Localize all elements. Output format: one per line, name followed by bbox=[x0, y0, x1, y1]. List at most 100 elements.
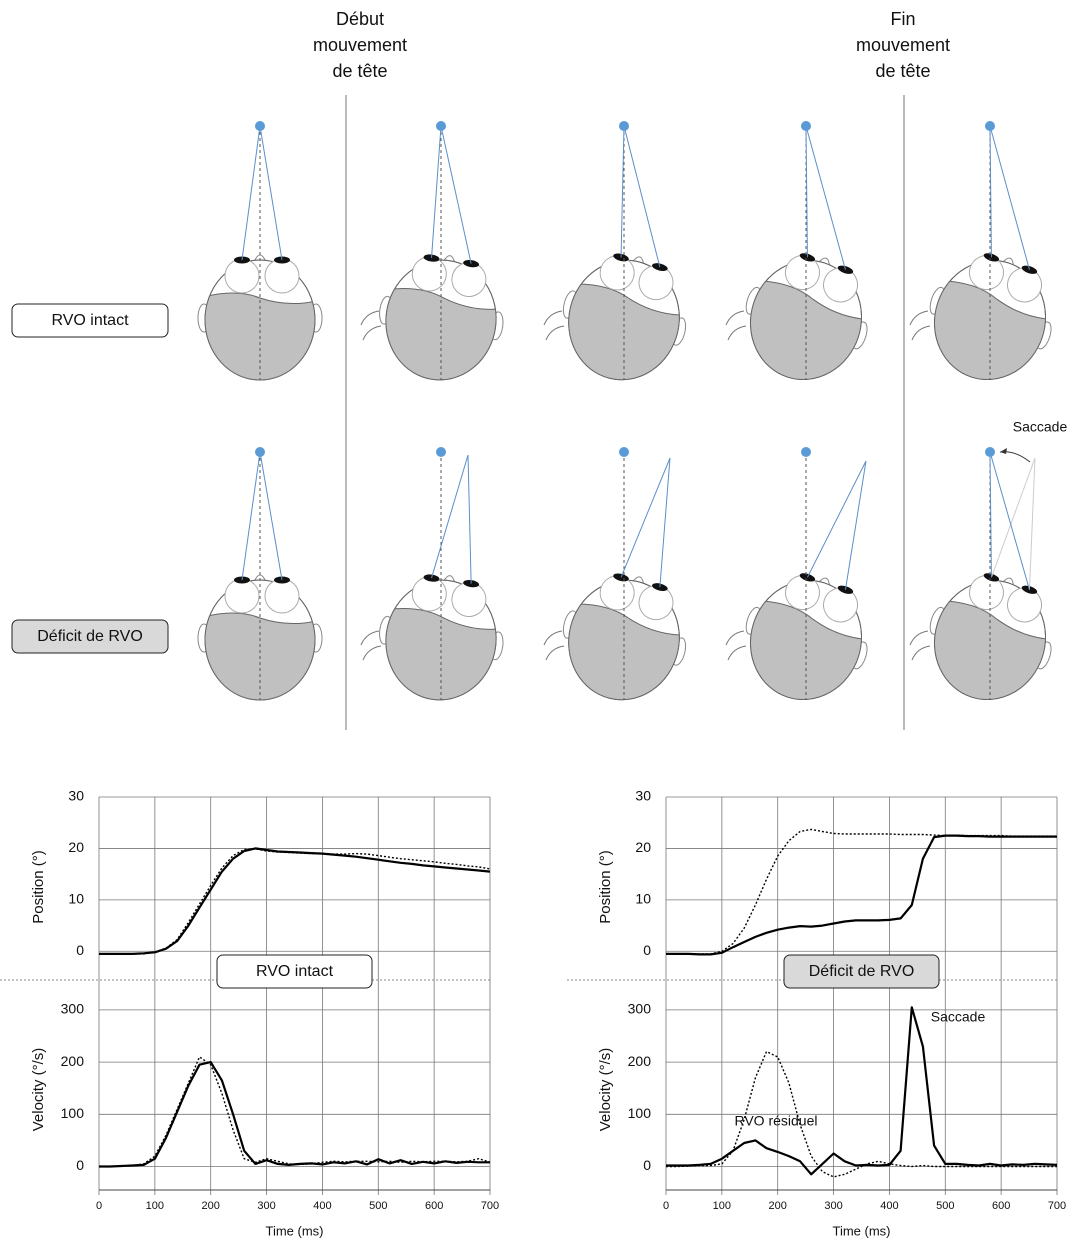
head bbox=[197, 574, 323, 701]
label-box bbox=[216, 954, 373, 989]
gaze bbox=[989, 451, 992, 578]
column-header: de tête bbox=[875, 61, 930, 81]
column-header: de tête bbox=[332, 61, 387, 81]
gaze bbox=[805, 125, 846, 270]
y-tick-label: 0 bbox=[76, 1157, 84, 1173]
x-tick-label: 600 bbox=[425, 1200, 443, 1212]
target bbox=[619, 447, 629, 457]
gaze bbox=[440, 125, 472, 264]
head bbox=[197, 254, 323, 381]
gaze bbox=[241, 451, 261, 581]
gaze bbox=[259, 125, 283, 261]
y-tick-label: 100 bbox=[61, 1105, 85, 1121]
scalp bbox=[205, 612, 315, 700]
target bbox=[255, 447, 265, 457]
x-tick-label: 500 bbox=[936, 1200, 954, 1212]
skull-outline bbox=[750, 259, 862, 381]
x-tick-label: 200 bbox=[769, 1200, 787, 1212]
row-label: RVO intact bbox=[51, 312, 129, 329]
scalp bbox=[205, 292, 315, 380]
row-label-box bbox=[11, 303, 169, 338]
column-header: Fin bbox=[890, 9, 915, 29]
x-tick-label: 100 bbox=[146, 1200, 164, 1212]
target bbox=[801, 447, 811, 457]
gaze bbox=[431, 125, 442, 259]
y-tick-label: 300 bbox=[61, 1001, 85, 1017]
hair bbox=[725, 630, 747, 661]
series-line bbox=[666, 1050, 1057, 1178]
column-header: mouvement bbox=[856, 35, 950, 55]
series-line bbox=[99, 1056, 491, 1168]
x-tick-label: 400 bbox=[313, 1200, 331, 1212]
y-axis-title: Position (°) bbox=[30, 850, 47, 924]
gaze bbox=[620, 457, 671, 578]
y-tick-label: 20 bbox=[68, 839, 84, 855]
gaze bbox=[989, 125, 992, 258]
label-box bbox=[783, 954, 940, 989]
series-line bbox=[666, 1006, 1058, 1176]
annotation: Saccade bbox=[1013, 419, 1068, 435]
head bbox=[556, 573, 688, 712]
annotation: Saccade bbox=[931, 1009, 986, 1025]
gaze-old bbox=[1028, 457, 1036, 590]
x-axis-title: Time (ms) bbox=[265, 1223, 323, 1238]
target bbox=[436, 121, 446, 131]
gaze bbox=[659, 457, 671, 588]
hair bbox=[909, 630, 931, 661]
gaze-old bbox=[990, 457, 1036, 578]
y-tick-label: 30 bbox=[635, 788, 651, 804]
eye bbox=[224, 578, 260, 614]
skull-outline bbox=[934, 579, 1046, 701]
gaze bbox=[467, 454, 472, 584]
annotation: RVO résiduel bbox=[734, 1113, 817, 1129]
series-line bbox=[666, 834, 1057, 956]
series-line bbox=[99, 847, 491, 955]
column-header: Début bbox=[336, 9, 384, 29]
gaze bbox=[623, 125, 661, 268]
skull-outline bbox=[568, 259, 680, 381]
eye bbox=[264, 578, 300, 614]
gaze bbox=[431, 454, 469, 579]
target bbox=[801, 121, 811, 131]
x-tick-label: 200 bbox=[202, 1200, 220, 1212]
x-tick-label: 100 bbox=[713, 1200, 731, 1212]
hair bbox=[360, 630, 382, 661]
x-tick-label: 0 bbox=[96, 1200, 102, 1212]
y-tick-label: 0 bbox=[643, 1157, 651, 1173]
head bbox=[919, 253, 1054, 395]
gaze bbox=[989, 125, 1030, 270]
skull-outline bbox=[568, 579, 680, 701]
head bbox=[378, 254, 504, 388]
y-tick-label: 20 bbox=[635, 839, 651, 855]
x-tick-label: 700 bbox=[1048, 1200, 1066, 1212]
skull-outline bbox=[934, 259, 1046, 381]
hair bbox=[725, 310, 747, 341]
gaze bbox=[241, 125, 261, 261]
gaze bbox=[844, 460, 867, 590]
y-tick-label: 300 bbox=[628, 1001, 652, 1017]
y-tick-label: 100 bbox=[628, 1105, 652, 1121]
row-label-box bbox=[11, 619, 169, 654]
head bbox=[378, 574, 504, 708]
gaze bbox=[620, 125, 625, 258]
column-header: mouvement bbox=[313, 35, 407, 55]
x-tick-label: 0 bbox=[663, 1200, 669, 1212]
skull-outline bbox=[750, 579, 862, 701]
label: Déficit de RVO bbox=[809, 963, 915, 980]
target bbox=[985, 121, 995, 131]
y-tick-label: 30 bbox=[68, 788, 84, 804]
head bbox=[735, 573, 870, 715]
skull-outline bbox=[385, 579, 497, 701]
skull-outline bbox=[385, 259, 497, 381]
arrow-head bbox=[1000, 448, 1007, 454]
y-tick-label: 0 bbox=[76, 942, 84, 958]
eye bbox=[264, 258, 300, 294]
hair bbox=[360, 310, 382, 341]
y-tick-label: 0 bbox=[643, 942, 651, 958]
head bbox=[556, 253, 688, 392]
y-tick-label: 200 bbox=[61, 1053, 85, 1069]
target bbox=[619, 121, 629, 131]
y-axis-title: Position (°) bbox=[597, 850, 614, 924]
